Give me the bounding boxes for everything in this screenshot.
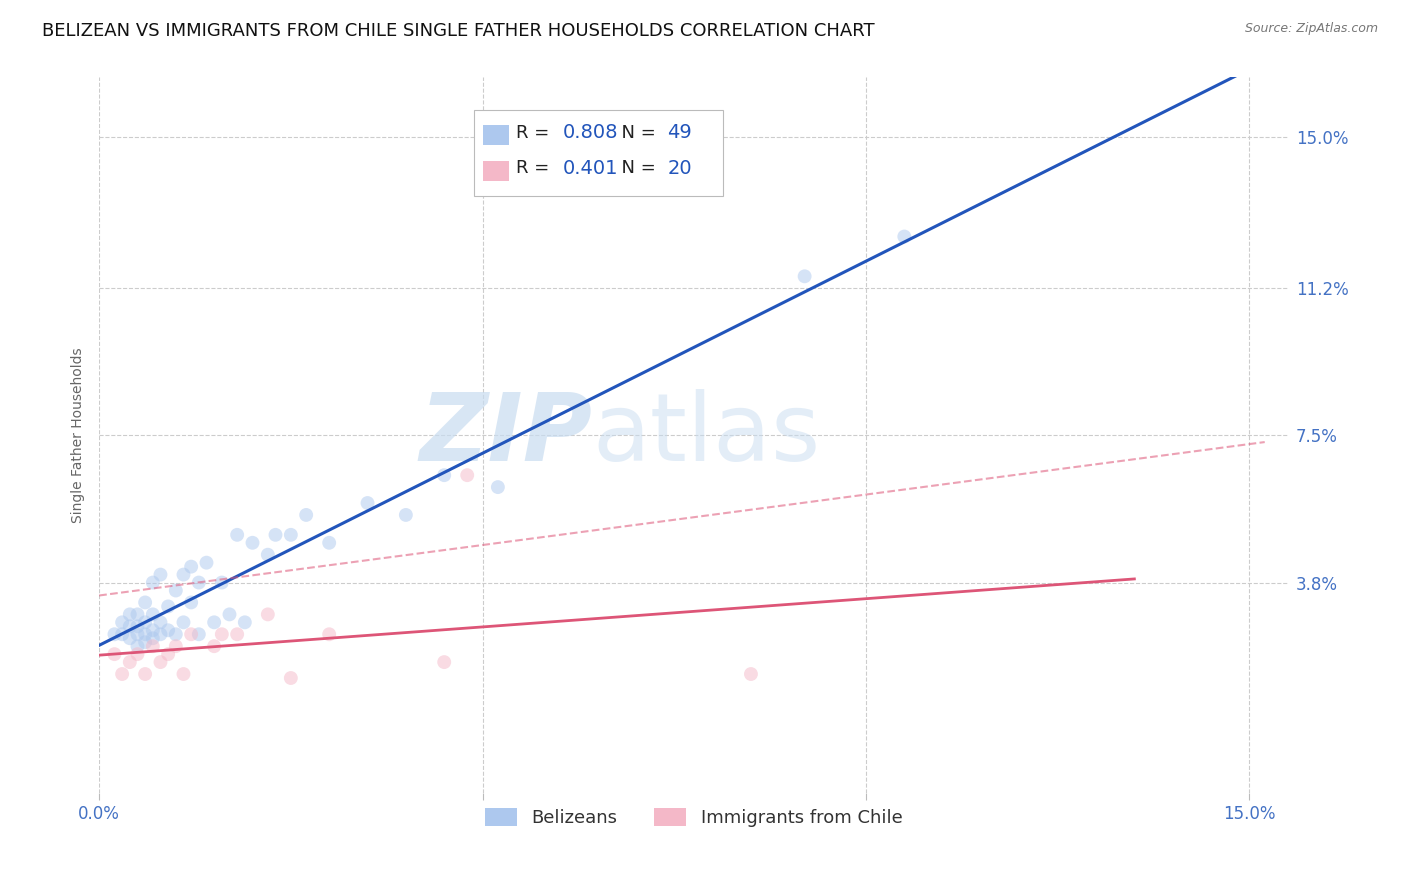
Point [486, 480, 509, 494]
Point [211, 575, 233, 590]
Point [456, 468, 478, 483]
Point [118, 607, 141, 622]
FancyBboxPatch shape [484, 126, 509, 145]
Point [111, 667, 134, 681]
Point [149, 655, 172, 669]
Point [740, 667, 762, 681]
Text: ZIP: ZIP [419, 390, 592, 482]
Point [157, 624, 180, 638]
Point [149, 615, 172, 630]
Point [202, 639, 225, 653]
Point [318, 535, 340, 549]
Text: Source: ZipAtlas.com: Source: ZipAtlas.com [1244, 22, 1378, 36]
Text: R =: R = [516, 160, 555, 178]
Point [433, 655, 456, 669]
Point [157, 647, 180, 661]
Text: 49: 49 [668, 123, 692, 142]
Point [180, 627, 202, 641]
Point [280, 671, 302, 685]
Point [202, 615, 225, 630]
Point [111, 615, 134, 630]
Point [165, 627, 187, 641]
Text: 0.401: 0.401 [562, 159, 619, 178]
Point [226, 627, 249, 641]
Text: R =: R = [516, 124, 555, 142]
Point [127, 627, 149, 641]
Legend: Belizeans, Immigrants from Chile: Belizeans, Immigrants from Chile [477, 801, 910, 834]
Text: atlas: atlas [592, 390, 821, 482]
Point [149, 567, 172, 582]
Point [793, 269, 815, 284]
Point [149, 627, 172, 641]
Point [356, 496, 378, 510]
Point [142, 575, 165, 590]
Point [233, 615, 256, 630]
Point [172, 567, 194, 582]
Point [256, 548, 278, 562]
Point [165, 583, 187, 598]
Point [256, 607, 278, 622]
Point [118, 655, 141, 669]
Text: N =: N = [610, 124, 662, 142]
Point [134, 635, 156, 649]
Text: 0.808: 0.808 [562, 123, 619, 142]
Point [134, 627, 156, 641]
Point [264, 528, 287, 542]
Text: 20: 20 [668, 159, 692, 178]
Point [433, 468, 456, 483]
Point [187, 627, 209, 641]
FancyBboxPatch shape [484, 161, 509, 181]
Point [280, 528, 302, 542]
Point [134, 595, 156, 609]
Point [295, 508, 318, 522]
Point [111, 627, 134, 641]
Point [187, 575, 209, 590]
Point [172, 615, 194, 630]
Point [226, 528, 249, 542]
Point [127, 647, 149, 661]
Point [142, 607, 165, 622]
Point [180, 595, 202, 609]
Point [211, 627, 233, 641]
Point [165, 639, 187, 653]
Point [127, 607, 149, 622]
Point [893, 229, 915, 244]
Point [395, 508, 418, 522]
Point [242, 535, 264, 549]
Point [142, 624, 165, 638]
Point [157, 599, 180, 614]
Point [134, 667, 156, 681]
Point [127, 619, 149, 633]
Text: BELIZEAN VS IMMIGRANTS FROM CHILE SINGLE FATHER HOUSEHOLDS CORRELATION CHART: BELIZEAN VS IMMIGRANTS FROM CHILE SINGLE… [42, 22, 875, 40]
Point [195, 556, 218, 570]
Point [103, 647, 125, 661]
Point [142, 639, 165, 653]
Text: N =: N = [610, 160, 662, 178]
Point [118, 619, 141, 633]
Point [134, 615, 156, 630]
Point [180, 559, 202, 574]
Point [127, 639, 149, 653]
Point [218, 607, 240, 622]
FancyBboxPatch shape [474, 110, 723, 195]
Point [118, 632, 141, 646]
Point [318, 627, 340, 641]
Point [142, 632, 165, 646]
Point [103, 627, 125, 641]
Y-axis label: Single Father Households: Single Father Households [72, 348, 86, 524]
Point [172, 667, 194, 681]
